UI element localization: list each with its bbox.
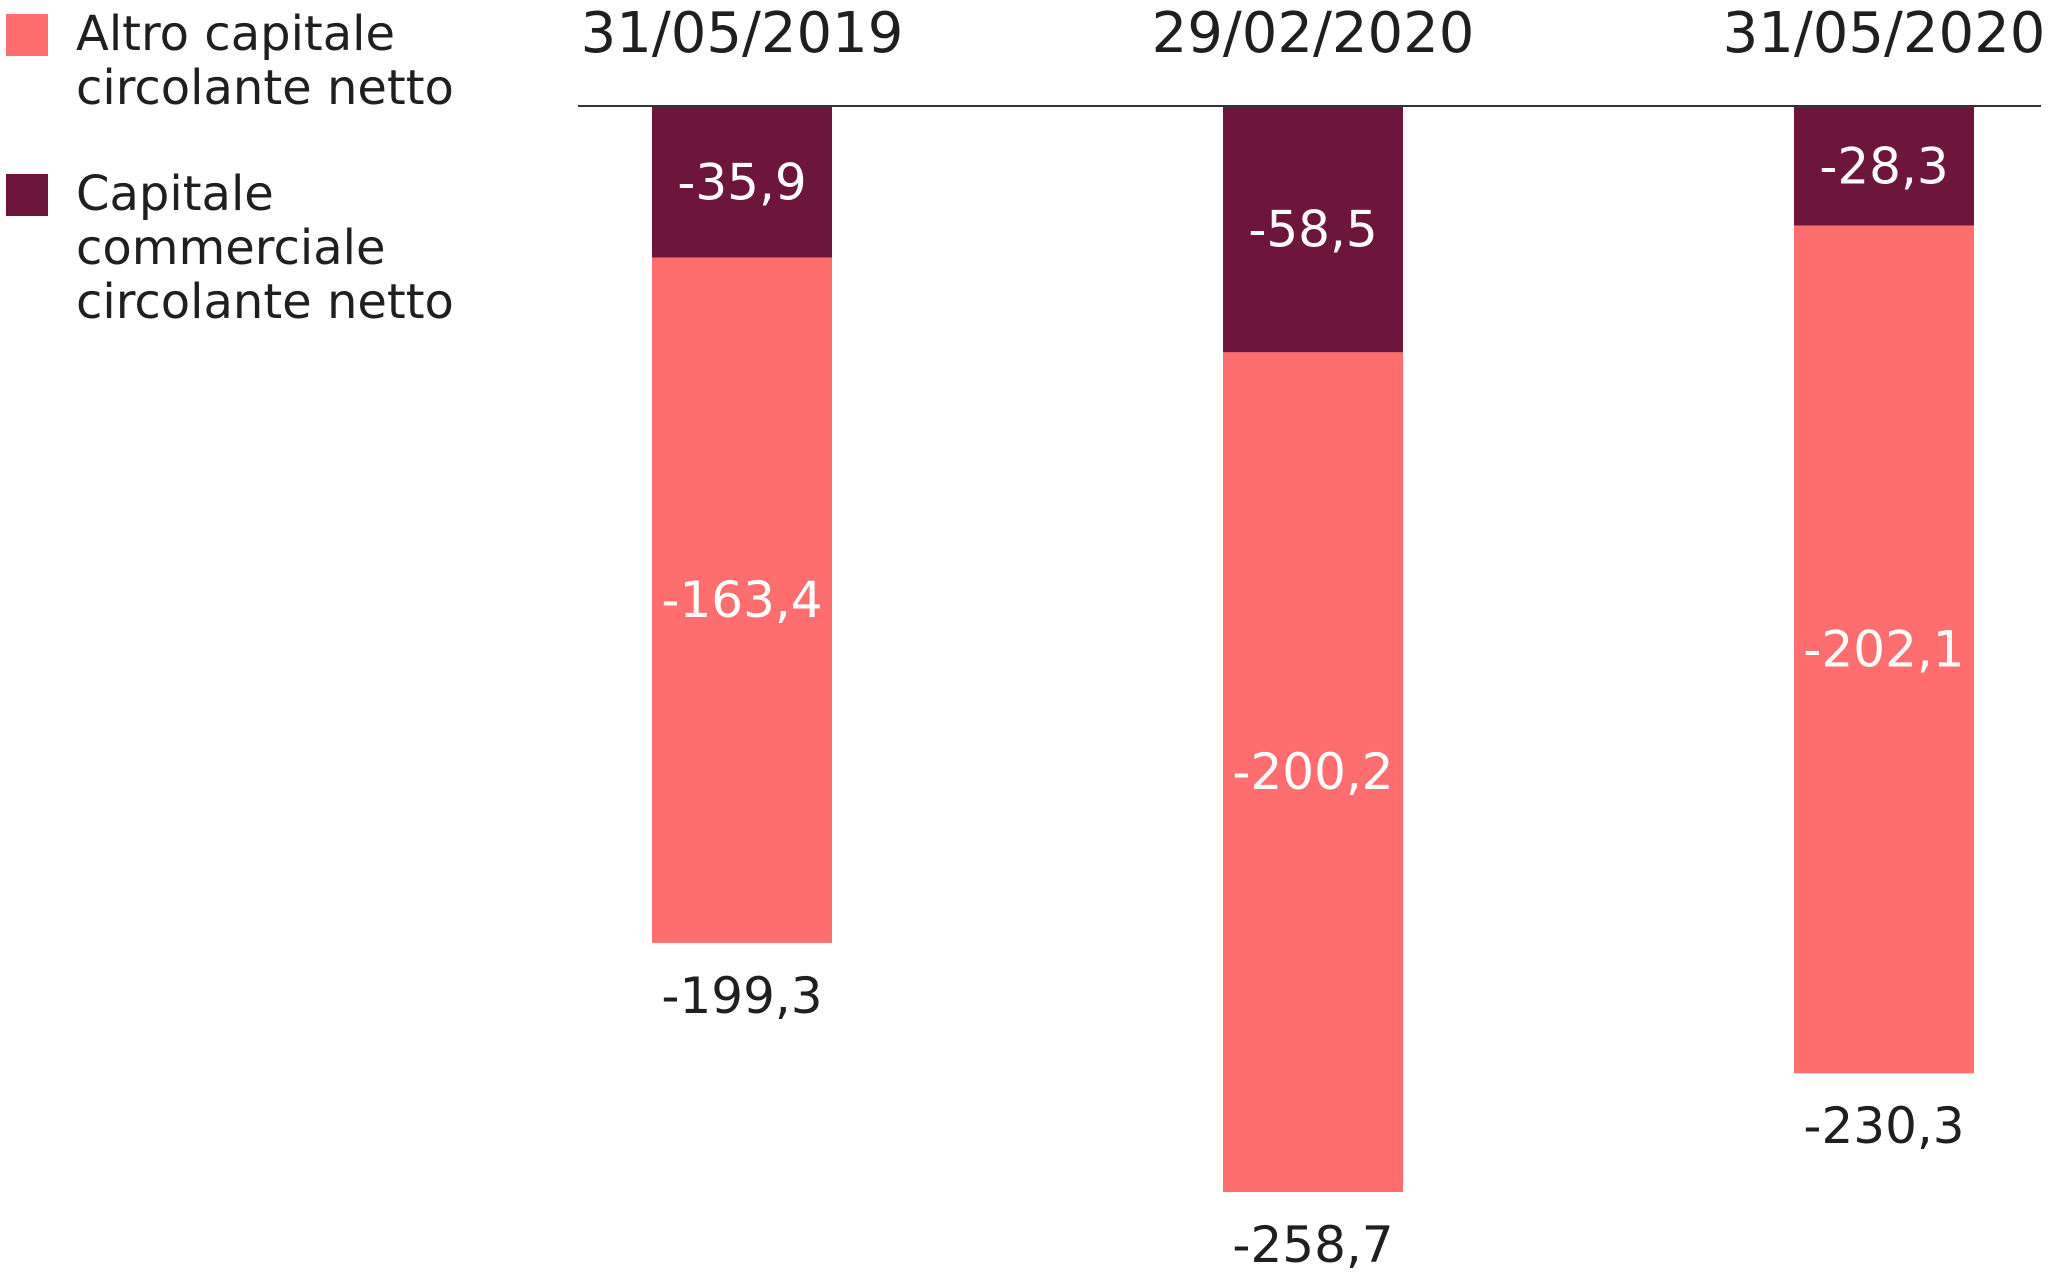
category-label: 29/02/2020 — [1152, 1, 1475, 66]
legend-label: Capitale — [76, 166, 274, 222]
data-label: -202,1 — [1803, 621, 1964, 679]
legend-swatch — [6, 174, 48, 216]
category-labels: 31/05/2019 29/02/2020 31/05/2020 — [581, 1, 2046, 66]
data-label: -58,5 — [1248, 201, 1377, 259]
data-label: -200,2 — [1232, 743, 1393, 801]
bar-segment — [1794, 107, 1974, 226]
bar-segment — [1223, 352, 1403, 1192]
data-label: -28,3 — [1819, 137, 1948, 195]
legend-label: circolante netto — [76, 60, 454, 116]
legend-label: circolante netto — [76, 274, 454, 330]
bar-segment — [652, 107, 832, 258]
total-label: -258,7 — [1232, 1216, 1393, 1274]
data-label: -35,9 — [677, 153, 806, 211]
bar-segment — [1223, 107, 1403, 353]
bar-segment — [1794, 225, 1974, 1074]
total-label: -230,3 — [1803, 1097, 1964, 1155]
bars — [652, 107, 1974, 1192]
category-label: 31/05/2020 — [1723, 1, 2046, 66]
legend-label: commerciale — [76, 220, 386, 276]
legend-swatch — [6, 14, 48, 56]
data-label: -163,4 — [661, 571, 822, 629]
total-label: -199,3 — [661, 967, 822, 1025]
bar-segment — [652, 257, 832, 943]
segment-labels: -35,9 -163,4 -58,5 -200,2 -28,3 -202,1 — [661, 137, 1964, 801]
total-labels: -199,3 -258,7 -230,3 — [661, 967, 1964, 1274]
category-label: 31/05/2019 — [581, 1, 904, 66]
legend-label: Altro capitale — [76, 6, 395, 62]
